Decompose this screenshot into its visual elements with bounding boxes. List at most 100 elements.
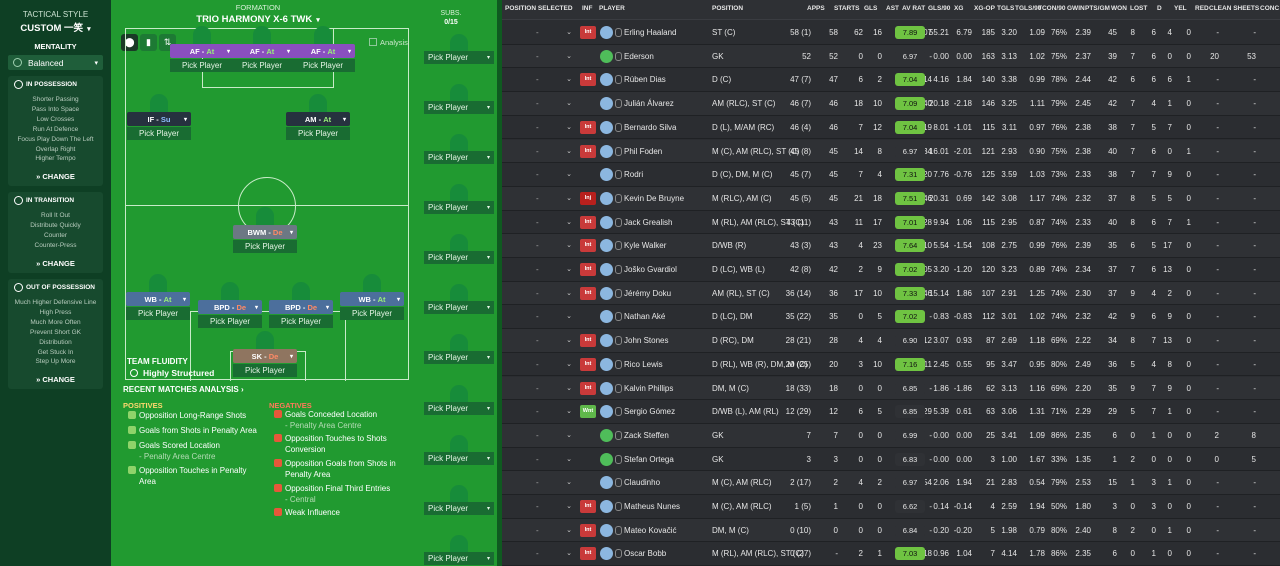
mentality-dropdown[interactable]: Balanced ▾ (8, 55, 103, 70)
cell-player[interactable]: John Stones (624, 336, 669, 346)
position-dropdown-icon[interactable]: ⌄ (566, 171, 572, 179)
status-badge[interactable]: Int (580, 263, 596, 276)
position-selected-cell[interactable]: - (536, 75, 539, 85)
status-badge[interactable]: Wnt (580, 405, 596, 419)
position-dropdown-icon[interactable]: ⌄ (566, 29, 572, 36)
cell-player[interactable]: Kyle Walker (624, 241, 667, 251)
pick-player-button[interactable]: Pick Player (170, 59, 234, 72)
pick-player-button[interactable]: Pick Player ▾ (424, 452, 494, 465)
position-selected-cell[interactable]: - (536, 454, 539, 464)
position-selected-cell[interactable]: - (536, 122, 539, 132)
position-selected-cell[interactable]: - (536, 549, 539, 559)
table-row[interactable]: - ⌄ Zack Steffen GK 7 7 0 0-0.00 0.00 25 3.41 1.09 8… (502, 423, 1280, 448)
column-header[interactable]: POSITION (712, 5, 744, 12)
table-row[interactable]: - ⌄ Nathan Aké D (LC), DM 35 (22) 35 0 5-0.83 -0… (502, 305, 1280, 330)
status-badge[interactable]: Int (580, 357, 596, 371)
sub-slot[interactable]: Pick Player ▾ (424, 485, 494, 515)
cell-player[interactable]: Rodri (624, 170, 644, 180)
position-selected-cell[interactable]: - (536, 99, 539, 109)
column-header[interactable]: LOST (1130, 5, 1148, 12)
column-header[interactable]: STARTS (834, 5, 860, 12)
column-header[interactable]: D (1157, 5, 1162, 12)
sub-slot[interactable]: Pick Player ▾ (424, 134, 494, 164)
status-badge[interactable]: Int (580, 334, 596, 348)
table-row[interactable]: - ⌄ Inj Kevin De Bruyne M (RLC), AM (C) 45 (5… (502, 186, 1280, 211)
analysis-toggle[interactable]: Analysis (369, 38, 408, 47)
position-dropdown-icon[interactable]: ⌄ (566, 503, 572, 510)
position-selected-cell[interactable]: - (536, 288, 539, 298)
position-selected-cell[interactable]: - (536, 170, 539, 180)
status-badge[interactable]: Int (580, 215, 596, 229)
column-header[interactable]: PLAYER (599, 5, 625, 12)
pick-player-button[interactable]: Pick Player (230, 59, 294, 72)
table-row[interactable]: - ⌄ Int Rico Lewis D (RL), WB (R), DM, M (C)… (502, 353, 1280, 377)
status-badge[interactable]: Int (580, 500, 596, 513)
position-dropdown-icon[interactable]: ⌄ (566, 76, 572, 84)
position-slot-wb-right[interactable]: WB - At ▾ Pick Player (340, 274, 404, 342)
position-selected-cell[interactable]: - (536, 312, 539, 322)
position-selected-cell[interactable]: - (536, 502, 539, 511)
position-dropdown-icon[interactable]: ⌄ (566, 266, 572, 273)
pick-player-button[interactable]: Pick Player ▾ (424, 552, 494, 565)
column-header[interactable]: GWIN (1067, 5, 1085, 12)
position-dropdown-icon[interactable]: ⌄ (566, 455, 572, 463)
cell-player[interactable]: Zack Steffen (624, 430, 669, 440)
pick-player-button[interactable]: Pick Player ▾ (424, 201, 494, 214)
position-slot-if[interactable]: IF - Su ▾ Pick Player (127, 94, 191, 162)
position-dropdown-icon[interactable]: ⌄ (566, 123, 572, 131)
pick-player-button[interactable]: Pick Player (286, 127, 350, 140)
position-selected-cell[interactable]: - (536, 525, 539, 535)
cell-player[interactable]: Jack Grealish (624, 217, 673, 227)
sub-slot[interactable]: Pick Player ▾ (424, 535, 494, 565)
pick-player-button[interactable]: Pick Player (291, 59, 355, 72)
pick-player-button[interactable]: Pick Player ▾ (424, 251, 494, 264)
change-in-transition-button[interactable]: » CHANGE (11, 259, 100, 268)
sub-slot[interactable]: Pick Player ▾ (424, 334, 494, 364)
position-slot-sk[interactable]: SK - De ▾ Pick Player (233, 331, 297, 399)
position-slot-bpd-left[interactable]: BPD - De ▾ Pick Player (198, 282, 262, 350)
table-row[interactable]: - ⌄ Wnt Sergio Gómez D/WB (L), AM (RL) 12 (29… (502, 400, 1280, 424)
column-header[interactable]: INF (582, 5, 593, 12)
cell-player[interactable]: Claudinho (624, 478, 661, 488)
pick-player-button[interactable]: Pick Player (126, 307, 190, 320)
position-dropdown-icon[interactable]: ⌄ (566, 384, 572, 392)
position-selected-cell[interactable]: - (536, 265, 539, 274)
change-in-possession-button[interactable]: » CHANGE (11, 172, 100, 181)
position-selected-cell[interactable]: - (536, 241, 539, 251)
position-slot-af-right[interactable]: AF - At ▾ Pick Player (291, 26, 355, 94)
sub-slot[interactable]: Pick Player ▾ (424, 284, 494, 314)
cell-player[interactable]: Mateo Kovačić (624, 525, 677, 535)
sub-slot[interactable]: Pick Player ▾ (424, 34, 494, 64)
table-row[interactable]: - ⌄ Int Erling Haaland ST (C) 58 (1) 58 62 16 1.0… (502, 21, 1280, 45)
column-header[interactable]: WON (1111, 5, 1127, 12)
cell-player[interactable]: Ederson (624, 51, 654, 61)
position-dropdown-icon[interactable]: ⌄ (566, 408, 572, 416)
position-dropdown-icon[interactable]: ⌄ (566, 431, 572, 439)
position-selected-cell[interactable]: - (536, 146, 539, 156)
position-dropdown-icon[interactable]: ⌄ (566, 313, 572, 321)
status-badge[interactable]: Int (580, 26, 596, 39)
formation-name-dropdown[interactable]: TRIO HARMONY X-6 TWK ▾ (111, 14, 405, 25)
column-header[interactable]: XG (954, 5, 964, 12)
column-header[interactable]: TGLS (997, 5, 1015, 12)
cell-player[interactable]: Rico Lewis (624, 359, 663, 369)
table-row[interactable]: - ⌄ Int Oscar Bobb M (RL), AM (RLC), ST (C) 0… (502, 542, 1280, 566)
sub-slot[interactable]: Pick Player ▾ (424, 385, 494, 415)
position-selected-cell[interactable]: - (536, 407, 539, 417)
cell-player[interactable]: Julián Álvarez (624, 99, 674, 109)
position-slot-am[interactable]: AM - At ▾ Pick Player (286, 94, 350, 162)
table-row[interactable]: - ⌄ Ederson GK 52 52 0 0-0.00 0.00 163 3.13 1.02 75%… (502, 44, 1280, 69)
position-dropdown-icon[interactable]: ⌄ (566, 337, 572, 345)
table-row[interactable]: - ⌄ Int Kalvin Phillips DM, M (C) 18 (33) 18 0 0… (502, 376, 1280, 401)
sub-slot[interactable]: Pick Player ▾ (424, 435, 494, 465)
column-header[interactable]: APPS (807, 5, 825, 12)
position-selected-cell[interactable]: - (536, 193, 539, 203)
stats-button[interactable]: ▮ (140, 34, 157, 51)
cell-player[interactable]: Stefan Ortega (624, 454, 674, 464)
cell-player[interactable]: Rúben Dias (624, 75, 666, 85)
position-dropdown-icon[interactable]: ⌄ (566, 360, 572, 368)
status-badge[interactable]: Int (580, 73, 596, 87)
cell-player[interactable]: Phil Foden (624, 146, 663, 156)
